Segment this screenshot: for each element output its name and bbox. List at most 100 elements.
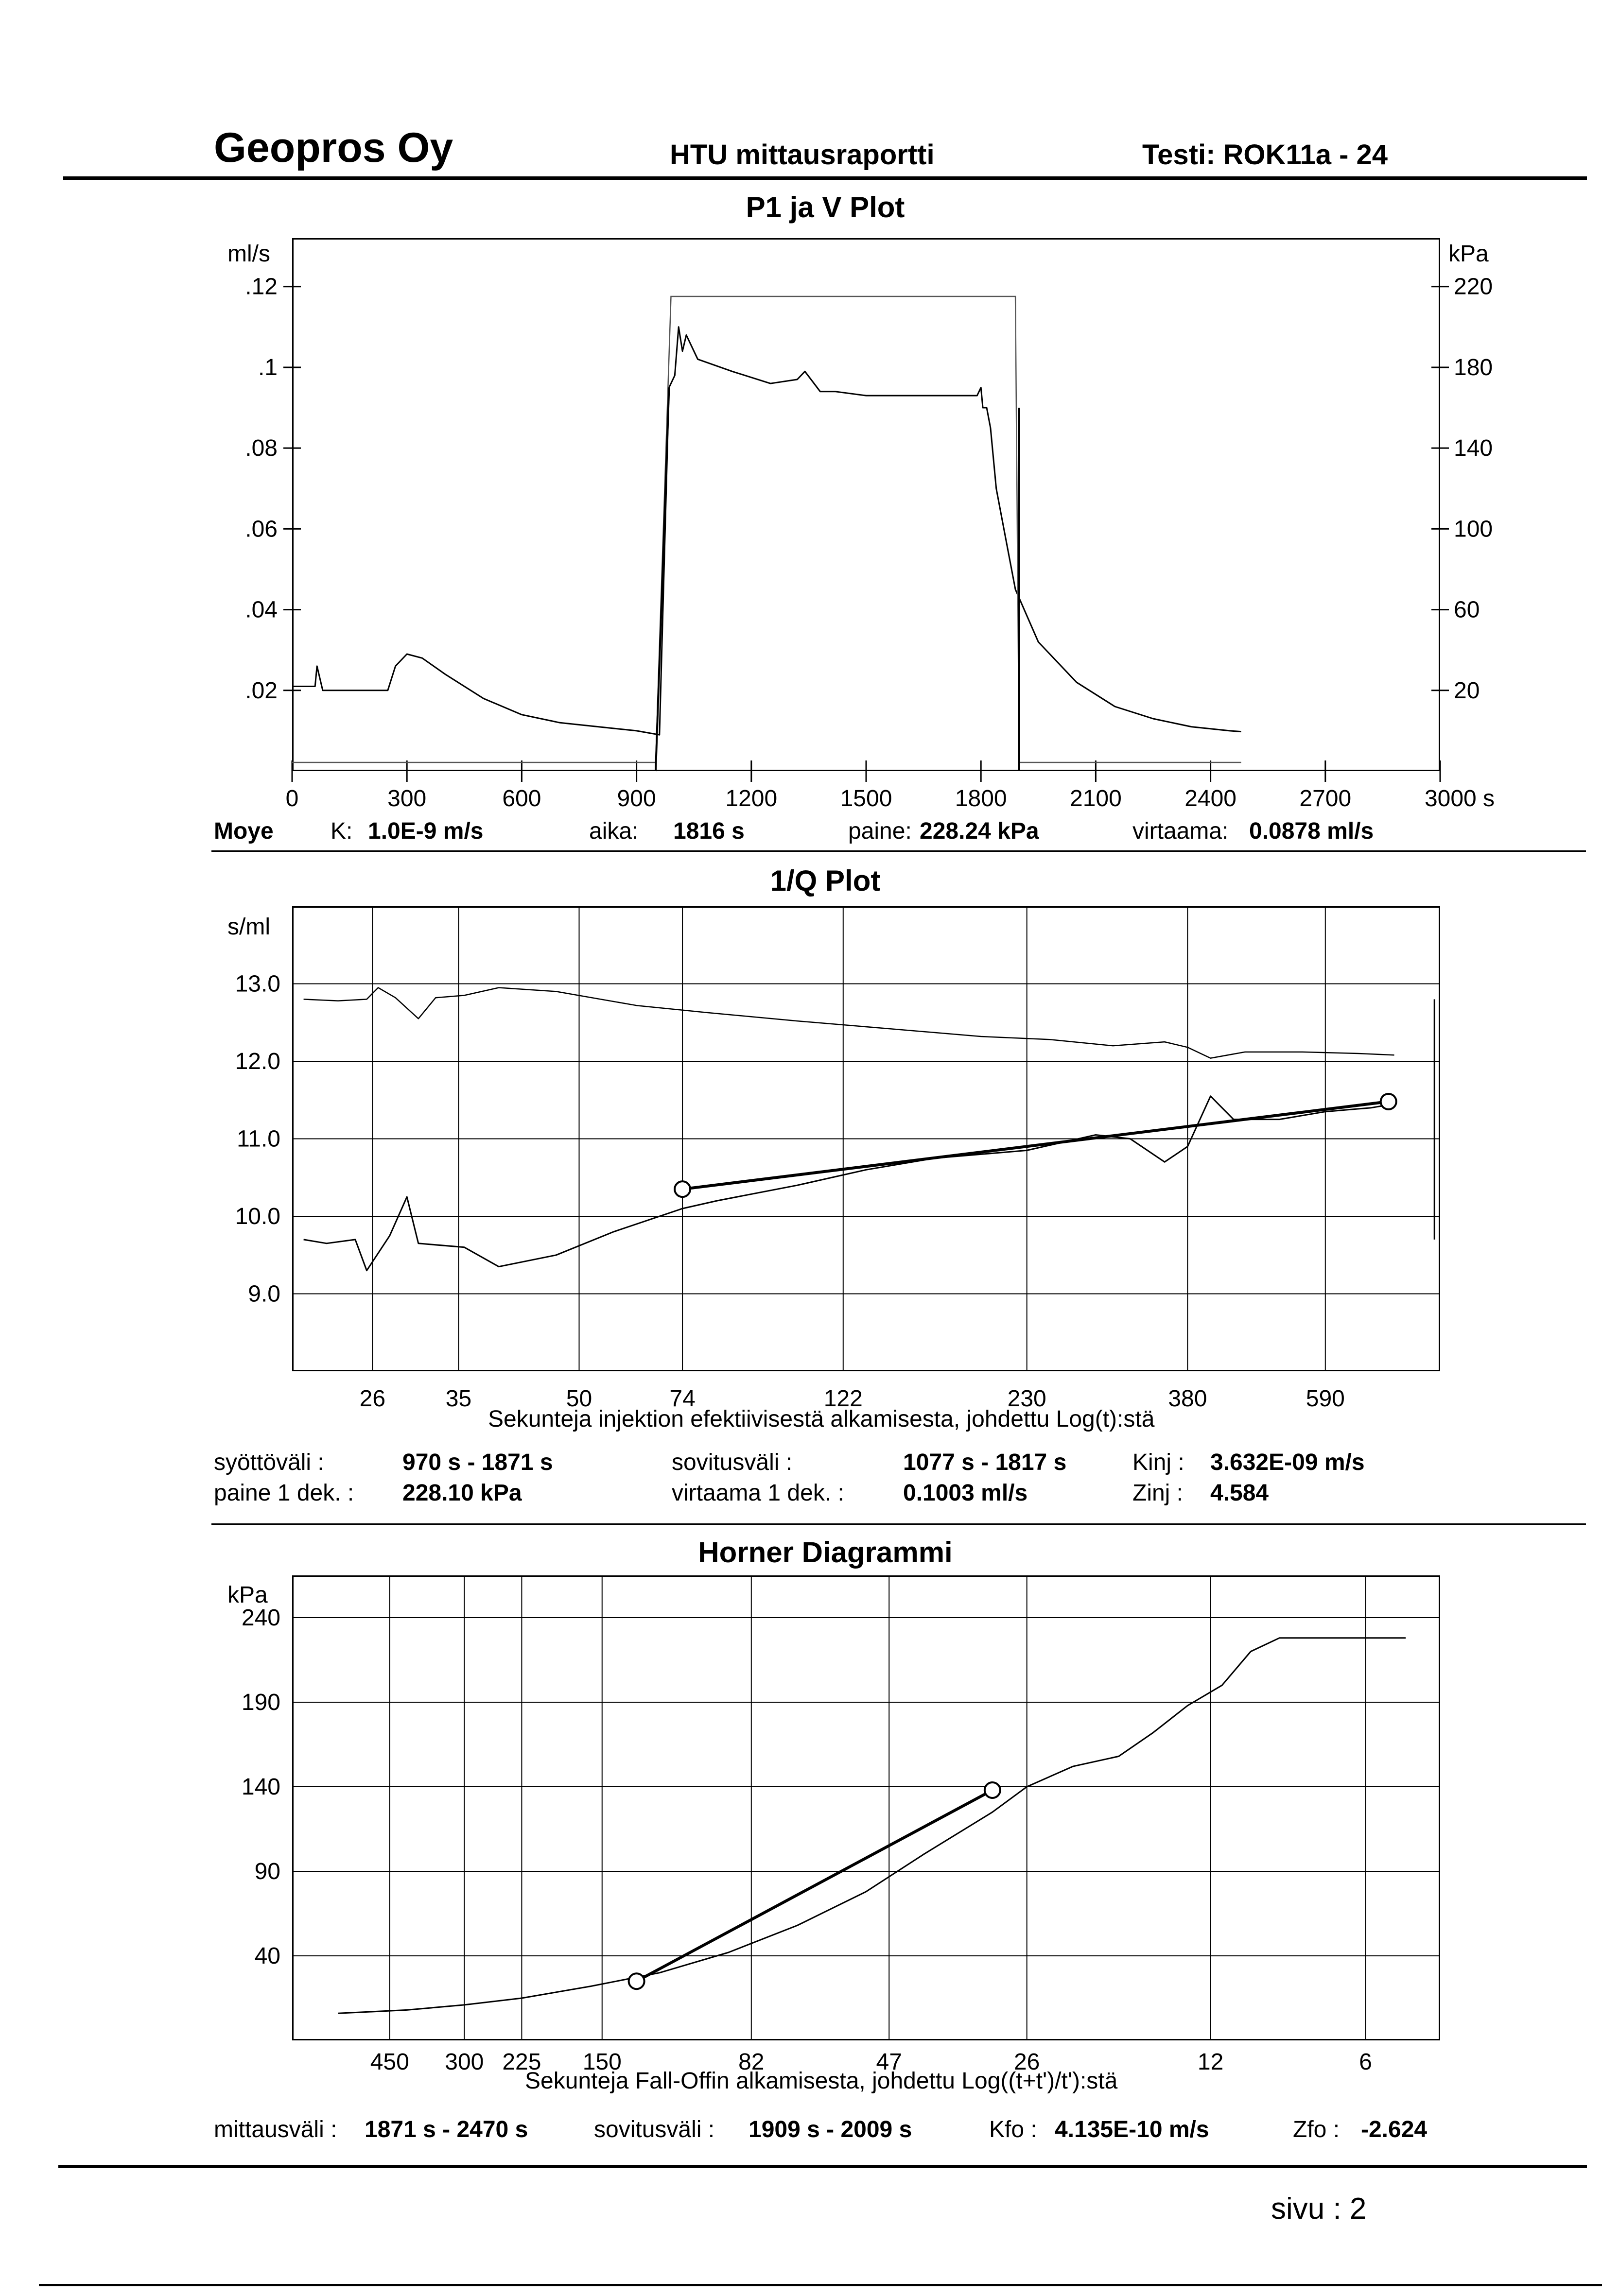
p3-sovitus-label: sovitusväli :: [594, 2117, 715, 2142]
p1-y-left-tick-label: .02: [245, 678, 278, 704]
p2-y-tick-label: 13.0: [235, 971, 280, 997]
p3-x-tick-label: 150: [583, 2049, 622, 2075]
p2-x-tick-label: 590: [1306, 1386, 1345, 1412]
p2-syotto-value: 970 s - 1871 s: [402, 1450, 553, 1475]
p3-x-tick-label: 450: [370, 2049, 409, 2075]
p2-y-unit: s/ml: [227, 914, 270, 940]
chart-title-1q: 1/Q Plot: [770, 864, 881, 897]
p2-virtaama1-label: virtaama 1 dek. :: [672, 1480, 844, 1506]
p1-aika-value: 1816 s: [673, 818, 745, 844]
p2-x-tick-label: 35: [446, 1386, 471, 1412]
p3-data-series-line: [338, 1637, 1406, 2014]
p1-method-name: Moye: [214, 818, 274, 844]
p1-y-right-tick-label: 180: [1454, 355, 1493, 380]
footer-rule: [58, 2165, 1587, 2168]
p3-zfo-value: -2.624: [1361, 2117, 1428, 2142]
p3-x-tick-label: 47: [876, 2049, 902, 2075]
p2-x-tick-label: 380: [1168, 1386, 1207, 1412]
p1-injection-start-edge: [654, 387, 670, 772]
company-name: Geopros Oy: [214, 124, 453, 171]
p2-y-tick-label: 10.0: [235, 1204, 280, 1229]
p2-kinj-label: Kinj :: [1132, 1450, 1184, 1475]
p1-paine-label: paine:: [848, 818, 912, 844]
p2-fit-endpoint-marker: [674, 1180, 692, 1198]
p2-info-rule: [211, 1523, 1586, 1525]
p3-x-tick-label: 225: [502, 2049, 541, 2075]
p3-fit-endpoint-marker: [627, 1972, 645, 1990]
p1-y-right-tick-label: 100: [1454, 516, 1493, 542]
p1-x-tick-label: 1500: [840, 786, 892, 811]
p2-fit-endpoint-marker: [1379, 1092, 1397, 1110]
p1-y-right-tick-label: 220: [1454, 274, 1493, 300]
p1-paine-value: 228.24 kPa: [920, 818, 1039, 844]
p1-virtaama-value: 0.0878 ml/s: [1249, 818, 1374, 844]
p3-plot-area: [292, 1575, 1440, 2040]
p1-right-unit: kPa: [1448, 241, 1489, 267]
p2-virtaama1-value: 0.1003 ml/s: [903, 1480, 1028, 1506]
p1-y-left-tick-label: .12: [245, 274, 278, 300]
p1-flow-series-line: [292, 326, 1241, 736]
p3-x-axis-label: Sekunteja Fall-Offin alkamisesta, johdet…: [525, 2068, 1118, 2094]
p1-x-tick-label: 1200: [725, 786, 777, 811]
p2-x-tick-label: 50: [566, 1386, 592, 1412]
p3-y-tick-label: 190: [242, 1690, 280, 1715]
p1-y-right-tick-label: 60: [1454, 597, 1480, 623]
p1-aika-label: aika:: [589, 818, 639, 844]
p2-y-tick-label: 12.0: [235, 1049, 280, 1074]
p1-y-left-tick-label: .1: [258, 355, 278, 380]
report-title: HTU mittausraportti: [670, 139, 935, 171]
p3-x-tick-label: 12: [1198, 2049, 1223, 2075]
bottom-rule: [39, 2284, 1602, 2286]
chart-title-p1v: P1 ja V Plot: [746, 191, 905, 224]
p1-y-left-tick-label: .08: [245, 435, 278, 461]
p3-kfo-label: Kfo :: [989, 2117, 1037, 2142]
p3-y-tick-label: 240: [242, 1605, 280, 1631]
p1-left-unit: ml/s: [227, 241, 270, 267]
p1-virtaama-label: virtaama:: [1132, 818, 1229, 844]
p3-fit-endpoint-marker: [983, 1781, 1001, 1799]
p1-x-tick-label: 2100: [1070, 786, 1122, 811]
p2-x-tick-label: 74: [669, 1386, 695, 1412]
p2-syotto-label: syöttöväli :: [214, 1450, 324, 1475]
header-rule: [63, 176, 1587, 180]
p3-x-tick-label: 300: [445, 2049, 484, 2075]
p2-y-tick-label: 9.0: [248, 1281, 280, 1307]
p2-kinj-value: 3.632E-09 m/s: [1210, 1450, 1365, 1475]
p1-info-rule: [211, 850, 1586, 852]
p2-upper-series-line: [303, 987, 1394, 1059]
p3-x-tick-label: 26: [1014, 2049, 1040, 2075]
p3-kfo-value: 4.135E-10 m/s: [1055, 2117, 1209, 2142]
p3-y-unit: kPa: [227, 1582, 268, 1608]
p1-x-tick-label: 1800: [955, 786, 1007, 811]
p1-x-tick-label: 2700: [1299, 786, 1351, 811]
p1-x-tick-label: 300: [387, 786, 426, 811]
page-number: sivu : 2: [1271, 2192, 1367, 2226]
p3-y-tick-label: 40: [255, 1943, 280, 1969]
p3-x-tick-label: 6: [1359, 2049, 1372, 2075]
p3-y-tick-label: 140: [242, 1774, 280, 1800]
p1-y-right-tick-label: 140: [1454, 435, 1493, 461]
p1-x-tick-label: 600: [502, 786, 541, 811]
p2-x-tick-label: 26: [360, 1386, 385, 1412]
chart-title-horner: Horner Diagrammi: [698, 1536, 953, 1569]
p1-pressure-series-line: [292, 295, 1241, 763]
p2-paine1-value: 228.10 kPa: [402, 1480, 522, 1506]
p2-fit-line: [682, 1100, 1389, 1191]
p2-zinj-value: 4.584: [1210, 1480, 1269, 1506]
p3-zfo-label: Zfo :: [1293, 2117, 1340, 2142]
p2-paine1-label: paine 1 dek. :: [214, 1480, 354, 1506]
p1-y-left-tick-label: .04: [245, 597, 278, 623]
p2-y-tick-label: 11.0: [237, 1126, 280, 1152]
test-id: Testi: ROK11a - 24: [1142, 139, 1388, 171]
p2-sovitus-value: 1077 s - 1817 s: [903, 1450, 1067, 1475]
p2-x-tick-label: 122: [824, 1386, 863, 1412]
p3-mittaus-label: mittausväli :: [214, 2117, 337, 2142]
p2-sovitus-label: sovitusväli :: [672, 1450, 793, 1475]
p2-x-tick-label: 230: [1008, 1386, 1046, 1412]
p3-mittaus-value: 1871 s - 2470 s: [365, 2117, 528, 2142]
p2-x-axis-label: Sekunteja injektion efektiivisestä alkam…: [488, 1406, 1155, 1432]
p3-sovitus-value: 1909 s - 2009 s: [749, 2117, 912, 2142]
p1-k-label: K:: [331, 818, 353, 844]
p1-x-tick-label: 3000 s: [1425, 786, 1495, 811]
